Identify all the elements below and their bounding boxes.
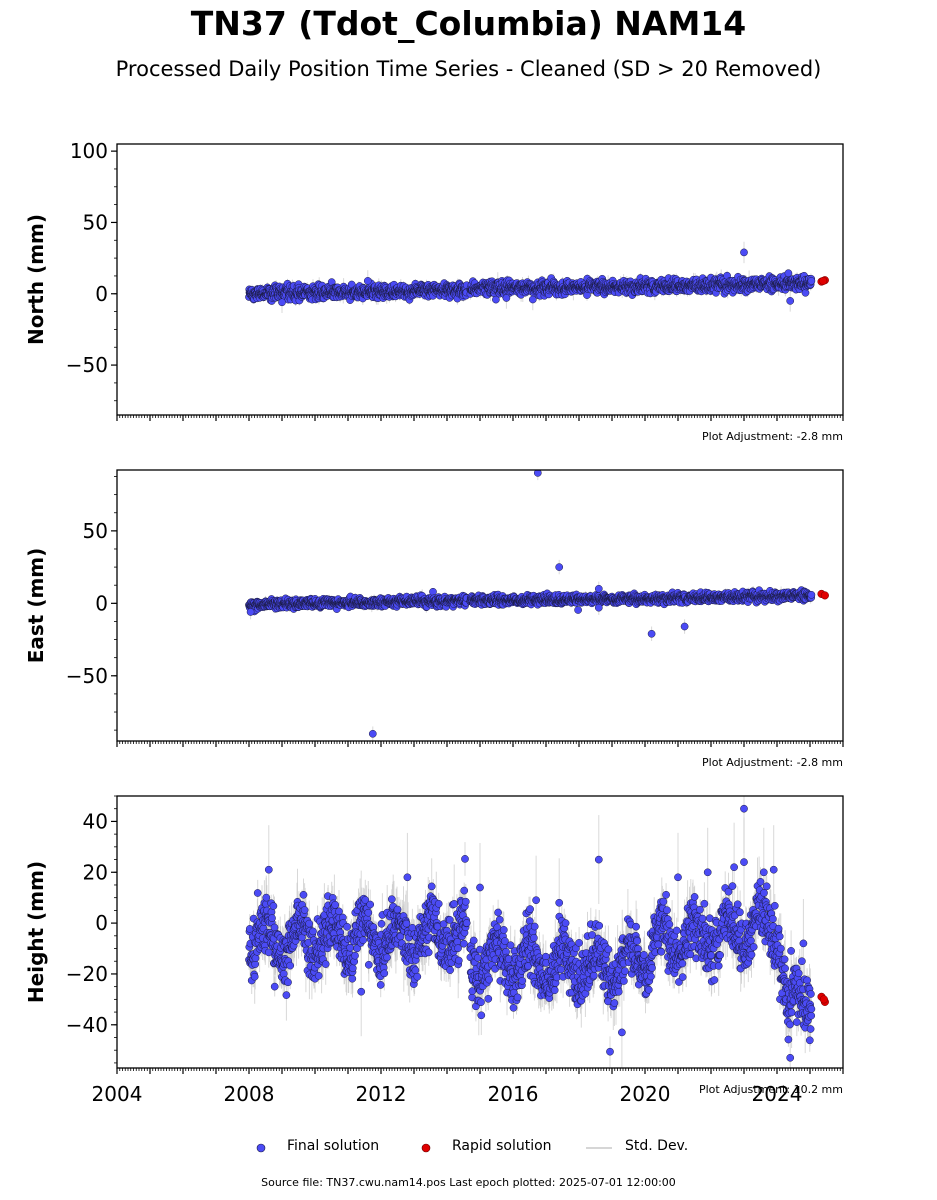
rapid-solution-points — [817, 276, 829, 286]
final-solution-point — [492, 295, 500, 304]
final-solution-point — [363, 277, 372, 285]
final-solution-point — [740, 248, 748, 257]
final-solution-point — [502, 294, 511, 302]
final-solution-point — [807, 277, 816, 285]
y-tick-label: −50 — [66, 353, 108, 377]
plot-adjustment-note: Plot Adjustment: -2.8 mm — [702, 430, 843, 443]
y-tick-label: 50 — [83, 210, 108, 234]
final-solution-point — [528, 295, 537, 304]
final-solution-points — [245, 248, 816, 307]
final-solution-point — [801, 288, 810, 297]
final-solution-point — [786, 297, 795, 305]
y-axis-label: North (mm) — [24, 214, 48, 345]
rapid-solution-point — [819, 276, 828, 285]
page-subtitle: Processed Daily Position Time Series - C… — [115, 57, 822, 81]
north-panel: 100 50 0 −50 North (mm) Plot Adjustment: -2.8… — [24, 139, 844, 443]
page-title: TN37 (Tdot_Columbia) NAM14 — [190, 4, 747, 43]
final-solution-point — [784, 269, 793, 278]
y-tick-label: 100 — [70, 139, 108, 163]
final-solution-point — [278, 298, 286, 307]
y-tick-label: 0 — [95, 282, 108, 306]
